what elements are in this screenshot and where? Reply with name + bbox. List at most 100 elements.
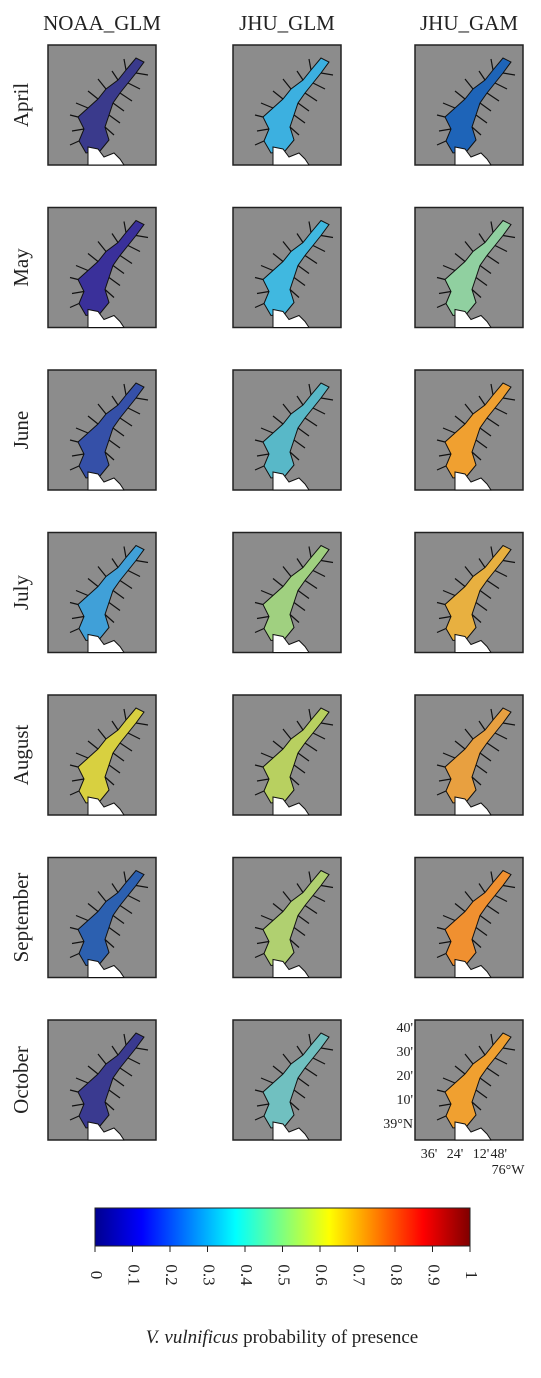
- latitude-label: 10': [396, 1093, 413, 1108]
- shoreline: [97, 728, 107, 740]
- shoreline: [256, 1103, 270, 1107]
- shoreline: [442, 914, 456, 922]
- shoreline: [475, 114, 488, 124]
- shoreline: [123, 708, 127, 721]
- shoreline: [442, 102, 456, 109]
- land: [454, 308, 492, 328]
- bay-area: [444, 57, 512, 154]
- colorbar-tick-label: 0.8: [387, 1264, 406, 1285]
- shoreline: [464, 728, 474, 740]
- shoreline: [304, 1067, 318, 1077]
- shoreline: [490, 383, 494, 396]
- shoreline: [312, 1057, 326, 1065]
- land: [87, 471, 125, 491]
- shoreline: [119, 905, 133, 914]
- shoreline: [282, 241, 292, 252]
- shoreline: [75, 264, 89, 272]
- shoreline: [312, 732, 326, 740]
- shoreline: [464, 1053, 474, 1065]
- bay-area: [262, 382, 330, 479]
- shoreline: [442, 427, 456, 434]
- shoreline: [256, 128, 270, 132]
- shoreline: [127, 732, 141, 740]
- shoreline: [104, 126, 115, 136]
- shoreline: [254, 790, 265, 796]
- bay-area: [444, 382, 512, 479]
- shoreline: [471, 939, 482, 948]
- shoreline: [464, 891, 474, 902]
- shoreline: [454, 740, 466, 750]
- shoreline: [69, 952, 80, 959]
- shoreline: [320, 234, 334, 239]
- map-panel: [232, 44, 342, 166]
- shoreline: [479, 427, 492, 437]
- shoreline: [478, 1045, 486, 1056]
- shoreline: [308, 1033, 312, 1046]
- shoreline: [442, 264, 456, 272]
- bay-area: [77, 57, 145, 154]
- shoreline: [69, 764, 79, 768]
- shoreline: [297, 590, 310, 599]
- shoreline: [436, 114, 446, 118]
- shoreline: [260, 1077, 274, 1084]
- shoreline: [282, 403, 292, 415]
- shoreline: [479, 1077, 492, 1087]
- shoreline: [260, 427, 274, 434]
- shoreline: [87, 740, 99, 750]
- shoreline: [260, 752, 274, 759]
- bay-area: [77, 707, 145, 804]
- colorbar-scale: [94, 1207, 471, 1247]
- shoreline: [296, 1045, 304, 1056]
- shoreline: [260, 589, 274, 597]
- shoreline: [293, 114, 306, 124]
- shoreline: [256, 453, 270, 457]
- shoreline: [436, 790, 447, 796]
- land: [87, 796, 125, 816]
- land: [272, 958, 310, 978]
- shoreline: [289, 1101, 300, 1111]
- shoreline: [135, 234, 149, 239]
- bay-area: [444, 544, 512, 642]
- bay-area: [262, 544, 330, 642]
- shoreline: [75, 752, 89, 759]
- shoreline: [123, 58, 127, 71]
- shoreline: [304, 255, 318, 264]
- shoreline: [490, 221, 494, 233]
- shoreline: [502, 72, 516, 76]
- bay-area: [77, 219, 145, 317]
- shoreline: [254, 764, 264, 768]
- shoreline: [97, 891, 107, 902]
- map-panel: [47, 694, 157, 816]
- shoreline: [272, 903, 284, 912]
- shoreline: [87, 253, 99, 262]
- latitude-label: 39°N: [383, 1117, 413, 1132]
- shoreline: [111, 1045, 119, 1056]
- shoreline: [464, 78, 474, 90]
- shoreline: [282, 1053, 292, 1065]
- shoreline: [502, 1047, 516, 1051]
- shoreline: [108, 764, 121, 774]
- shoreline: [111, 395, 119, 406]
- shoreline: [87, 578, 99, 587]
- shoreline: [486, 255, 500, 264]
- shoreline: [69, 302, 80, 309]
- shoreline: [260, 914, 274, 922]
- shoreline: [127, 569, 141, 578]
- longitude-unit: 76°W: [492, 1163, 526, 1178]
- shoreline: [475, 439, 488, 449]
- shoreline: [486, 580, 500, 589]
- land: [272, 146, 310, 166]
- shoreline: [119, 255, 133, 264]
- shoreline: [111, 558, 119, 568]
- shoreline: [436, 465, 447, 471]
- shoreline: [442, 1077, 456, 1084]
- shoreline: [296, 720, 304, 731]
- shoreline: [320, 72, 334, 76]
- map-panel: [232, 856, 342, 979]
- shoreline: [438, 615, 452, 620]
- shoreline: [308, 58, 312, 71]
- shoreline: [272, 90, 284, 100]
- shoreline: [254, 952, 265, 959]
- shoreline: [502, 722, 516, 726]
- bay-area: [77, 544, 145, 642]
